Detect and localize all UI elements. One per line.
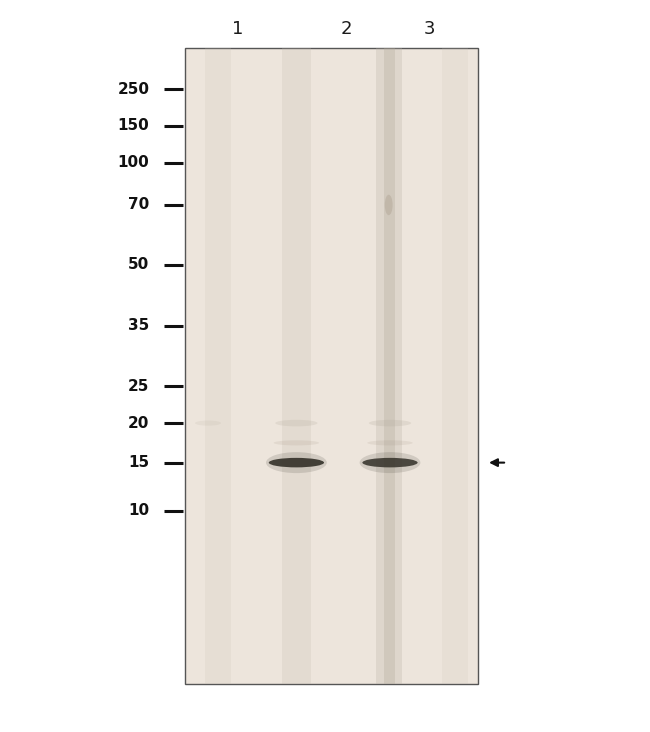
Ellipse shape xyxy=(367,440,413,445)
Text: 2: 2 xyxy=(341,20,352,38)
Text: 50: 50 xyxy=(128,258,150,272)
Ellipse shape xyxy=(269,458,324,468)
Text: 20: 20 xyxy=(128,416,150,430)
Text: 100: 100 xyxy=(118,155,150,170)
Ellipse shape xyxy=(369,420,411,426)
Text: 3: 3 xyxy=(423,20,435,38)
Ellipse shape xyxy=(276,420,318,426)
Text: 150: 150 xyxy=(118,119,150,133)
Text: 250: 250 xyxy=(118,82,150,97)
Bar xyxy=(384,48,395,684)
Ellipse shape xyxy=(266,452,327,473)
Bar xyxy=(376,48,402,684)
Text: 25: 25 xyxy=(128,379,150,394)
Ellipse shape xyxy=(363,458,417,468)
Bar xyxy=(185,48,478,684)
Bar xyxy=(281,48,311,684)
Ellipse shape xyxy=(274,440,319,445)
Text: 35: 35 xyxy=(128,318,150,333)
Text: 1: 1 xyxy=(231,20,243,38)
Text: 15: 15 xyxy=(129,455,150,470)
Ellipse shape xyxy=(195,420,221,426)
Text: 10: 10 xyxy=(129,504,150,518)
Ellipse shape xyxy=(385,195,393,215)
Text: 70: 70 xyxy=(128,198,150,212)
Ellipse shape xyxy=(359,452,421,473)
Bar xyxy=(205,48,231,684)
Bar xyxy=(442,48,468,684)
